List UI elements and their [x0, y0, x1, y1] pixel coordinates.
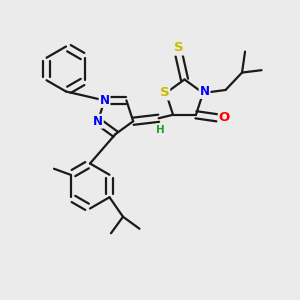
Text: N: N — [93, 115, 103, 128]
Text: O: O — [219, 111, 230, 124]
Text: H: H — [156, 124, 165, 135]
Text: N: N — [100, 94, 110, 107]
Text: S: S — [174, 41, 184, 55]
Text: S: S — [160, 86, 169, 100]
Text: N: N — [200, 85, 209, 98]
